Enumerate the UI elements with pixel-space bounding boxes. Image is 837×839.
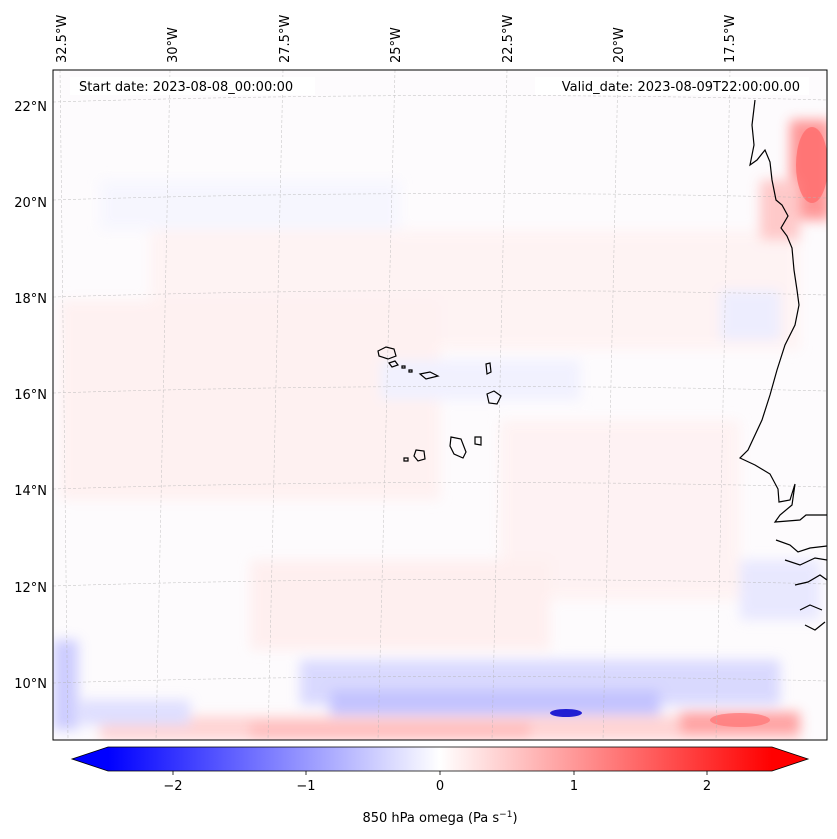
omega-field	[53, 120, 827, 740]
lon-label-20w: 20°W	[612, 27, 627, 63]
latitude-labels: 22°N 20°N 18°N 16°N 14°N 12°N 10°N	[14, 100, 47, 692]
lat-label-10n: 10°N	[14, 677, 47, 692]
colorbar-tick-neg1: −1	[296, 779, 315, 794]
lat-label-18n: 18°N	[14, 292, 47, 307]
cape-verde-islands	[377, 346, 502, 462]
start-date-label: Start date: 2023-08-08_00:00:00	[79, 80, 293, 95]
map-panel: Start date: 2023-08-08_00:00:00 Valid_da…	[52, 69, 828, 741]
valid-date-banner	[535, 77, 809, 95]
colorbar-extend-min	[72, 747, 108, 771]
colorbar-tick-0: 0	[436, 779, 444, 794]
lat-label-20n: 20°N	[14, 196, 47, 211]
map-frame	[52, 69, 828, 741]
lon-label-17-5w: 17.5°W	[723, 15, 738, 63]
lon-label-22-5w: 22.5°W	[501, 15, 516, 63]
lon-label-30w: 30°W	[166, 27, 181, 63]
colorbar-gradient	[108, 747, 772, 771]
colorbar-outline	[70, 746, 810, 772]
graticule	[53, 70, 827, 740]
colorbar: −2 −1 0 1 2 850 hPa omega (Pa s−1)	[70, 746, 810, 826]
longitude-labels: 32.5°W 30°W 27.5°W 25°W 22.5°W 20°W 17.5…	[55, 15, 738, 63]
colorbar-tick-1: 1	[570, 779, 578, 794]
lon-label-25w: 25°W	[389, 27, 404, 63]
valid-date-label: Valid_date: 2023-08-09T22:00:00.00	[562, 80, 800, 95]
colorbar-tick-marks	[172, 771, 708, 775]
lon-label-32-5w: 32.5°W	[55, 15, 70, 63]
colorbar-tick-neg2: −2	[163, 779, 182, 794]
lat-label-12n: 12°N	[14, 581, 47, 596]
coastline	[738, 99, 827, 631]
lat-label-16n: 16°N	[14, 388, 47, 403]
lon-label-27-5w: 27.5°W	[278, 15, 293, 63]
colorbar-tick-2: 2	[703, 779, 711, 794]
lat-label-22n: 22°N	[14, 100, 47, 115]
start-date-banner	[70, 77, 315, 95]
colorbar-extend-max	[772, 747, 808, 771]
colorbar-label: 850 hPa omega (Pa s−1)	[362, 810, 517, 826]
lat-label-14n: 14°N	[14, 484, 47, 499]
